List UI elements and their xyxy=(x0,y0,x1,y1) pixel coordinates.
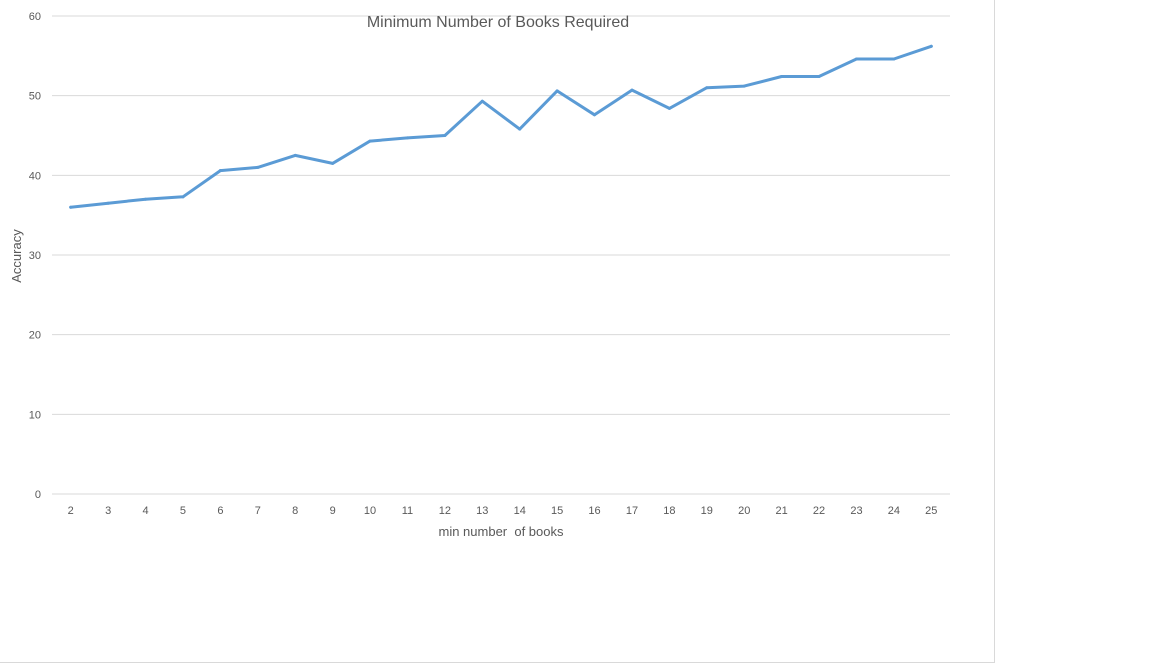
data-point xyxy=(780,75,784,79)
data-point xyxy=(555,89,559,93)
data-point xyxy=(480,99,484,103)
x-tick-label: 17 xyxy=(626,505,638,517)
x-tick-label: 14 xyxy=(514,505,526,517)
x-tick-label: 24 xyxy=(888,505,900,517)
data-point xyxy=(667,106,671,110)
x-tick-label: 4 xyxy=(142,505,148,517)
x-tick-label: 11 xyxy=(402,505,413,517)
x-tick-label: 6 xyxy=(217,505,223,517)
data-point xyxy=(742,84,746,88)
x-tick-label: 9 xyxy=(330,505,336,517)
chart-area xyxy=(0,0,995,663)
x-tick-label: 7 xyxy=(255,505,261,517)
x-axis-label: min number of books xyxy=(438,524,564,539)
data-point xyxy=(106,201,110,205)
x-tick-label: 10 xyxy=(364,505,376,517)
x-tick-labels: 2 3 4 5 6 7 8 9 10 11 12 13 14 15 16 17 18 19 20 21 22 23 24 25 xyxy=(68,505,938,517)
x-tick-label: 13 xyxy=(476,505,488,517)
data-point xyxy=(630,88,634,92)
x-tick-label: 2 xyxy=(68,505,74,517)
data-point xyxy=(368,139,372,143)
x-tick-label: 3 xyxy=(105,505,111,517)
x-tick-label: 15 xyxy=(551,505,563,517)
data-point xyxy=(293,153,297,157)
data-point xyxy=(69,205,73,209)
y-axis-label: Accuracy xyxy=(9,229,24,283)
data-point xyxy=(593,113,597,117)
x-tick-label: 20 xyxy=(738,505,750,517)
x-tick-label: 25 xyxy=(925,505,937,517)
series-line-0 xyxy=(69,44,933,209)
data-point xyxy=(892,57,896,61)
y-tick-label: 20 xyxy=(29,330,41,342)
y-tick-label: 60 xyxy=(29,11,41,23)
y-tick-label: 10 xyxy=(29,409,41,421)
x-tick-label: 16 xyxy=(588,505,600,517)
data-point xyxy=(218,169,222,173)
x-tick-label: 18 xyxy=(663,505,675,517)
data-point xyxy=(181,195,185,199)
series-lines xyxy=(69,44,933,209)
chart-title: Minimum Number of Books Required xyxy=(367,14,629,31)
data-point xyxy=(443,134,447,137)
y-tick-label: 0 xyxy=(35,489,41,501)
data-point xyxy=(854,57,858,61)
data-point xyxy=(331,161,335,165)
data-point xyxy=(256,165,260,169)
y-tick-label: 40 xyxy=(29,170,41,182)
x-tick-label: 12 xyxy=(439,505,451,517)
y-tick-labels: 0 10 20 30 40 50 60 xyxy=(29,11,41,501)
x-tick-label: 21 xyxy=(776,505,788,517)
data-point xyxy=(405,136,409,140)
data-point xyxy=(929,44,933,48)
x-tick-label: 19 xyxy=(701,505,713,517)
data-point xyxy=(817,75,821,79)
x-tick-label: 8 xyxy=(292,505,298,517)
y-tick-label: 30 xyxy=(29,250,41,262)
data-point xyxy=(705,86,709,90)
x-tick-label: 5 xyxy=(180,505,186,517)
data-point xyxy=(518,127,522,131)
gridlines xyxy=(52,15,950,495)
x-tick-label: 22 xyxy=(813,505,825,517)
data-point xyxy=(144,197,148,201)
y-tick-label: 50 xyxy=(29,91,41,103)
x-tick-label: 23 xyxy=(850,505,862,517)
